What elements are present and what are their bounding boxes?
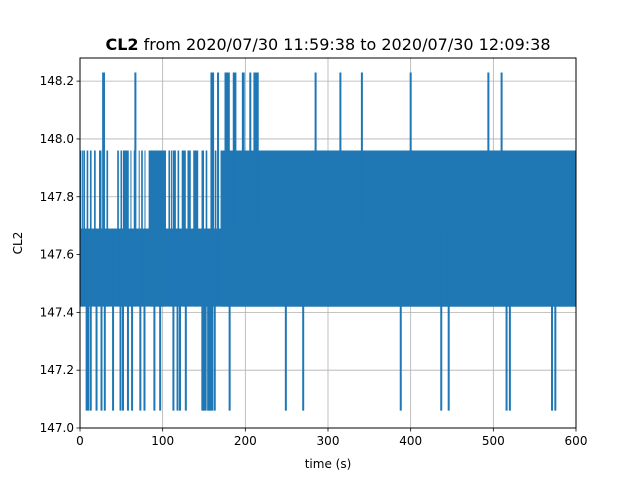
x-axis-label: time (s) <box>305 457 352 471</box>
signal-band-segment <box>130 150 132 307</box>
signal-band-segment <box>181 150 186 307</box>
signal-band-segment <box>83 150 85 307</box>
y-tick-label: 147.8 <box>40 190 74 204</box>
x-axis: 0 100 200 300 400 500 600 <box>76 428 587 448</box>
y-axis-label: CL2 <box>11 232 25 255</box>
x-tick-label: 100 <box>151 434 174 448</box>
x-tick-label: 600 <box>565 434 588 448</box>
signal-band-segment <box>187 150 191 307</box>
signal-band-segment <box>220 150 577 307</box>
signal-band-segment <box>138 150 140 307</box>
signal-band-segment <box>117 150 119 307</box>
dense-signal <box>80 150 577 307</box>
x-tick-label: 0 <box>76 434 84 448</box>
signal-band-segment <box>94 150 96 307</box>
x-tick-label: 300 <box>317 434 340 448</box>
y-tick-label: 148.0 <box>40 132 74 146</box>
signal-band-segment <box>193 150 199 307</box>
signal-band-segment <box>170 150 172 307</box>
signal-band-segment <box>168 150 171 307</box>
y-tick-label: 147.2 <box>40 363 74 377</box>
y-tick-label: 147.6 <box>40 248 74 262</box>
x-tick-label: 500 <box>482 434 505 448</box>
signal-band-segment <box>148 150 166 307</box>
signal-band-segment <box>141 150 143 307</box>
signal-band-segment <box>99 150 102 307</box>
signal-band-segment <box>122 150 129 307</box>
chart-title-bold: CL2 <box>105 35 138 54</box>
y-tick-label: 148.2 <box>40 74 74 88</box>
x-tick-label: 400 <box>399 434 422 448</box>
y-tick-label: 147.0 <box>40 421 74 435</box>
signal-band-segment <box>81 150 83 307</box>
y-tick-label: 147.4 <box>40 305 74 319</box>
signal-band-segment <box>106 150 109 307</box>
y-axis: 147.0 147.2 147.4 147.6 147.8 148.0 148.2 <box>40 74 80 435</box>
signal-spikes <box>85 72 557 411</box>
x-tick-label: 200 <box>234 434 257 448</box>
chart-title: CL2 from 2020/07/30 11:59:38 to 2020/07/… <box>105 35 550 54</box>
chart-title-rest: from 2020/07/30 11:59:38 to 2020/07/30 1… <box>139 35 551 54</box>
